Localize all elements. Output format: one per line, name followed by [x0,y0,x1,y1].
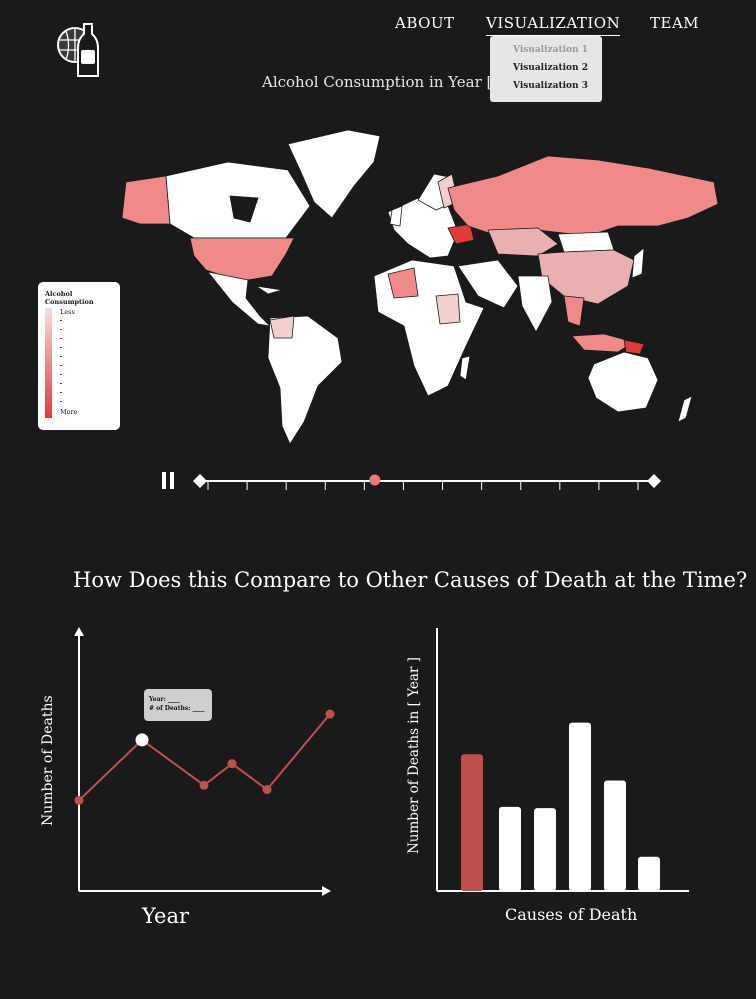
slider-start-handle[interactable] [193,474,207,488]
legend-tick [60,401,62,402]
dropdown-item-3[interactable]: Visualization 3 [513,81,588,91]
map-india [517,275,553,333]
map-russia [447,155,719,237]
x-axis-arrow-icon [322,886,331,896]
map-south-america [267,315,343,445]
legend-tick [60,338,62,339]
bar-chart-ylabel: Number of Deaths in [ Year ] [406,657,422,854]
line-point[interactable] [74,795,84,805]
map-kazakhstan [487,227,559,257]
slider-end-handle[interactable] [647,474,661,488]
map-legend: Alcohol Consumption Less More [38,282,120,430]
line-series [78,713,331,802]
y-axis-arrow-icon [74,627,84,636]
dropdown-item-1[interactable]: Visualization 1 [513,45,588,55]
map-madagascar [459,355,471,381]
nav-about[interactable]: ABOUT [395,14,455,32]
line-point[interactable] [262,785,272,795]
comparison-title: How Does this Compare to Other Causes of… [73,568,748,592]
legend-tick [60,356,62,357]
map-japan [631,247,645,279]
pause-icon[interactable] [162,472,174,489]
tooltip-year: Year: ____ [149,696,180,703]
map-mongolia [557,231,615,253]
map-china [537,249,635,305]
nav-visualization[interactable]: VISUALIZATION [486,14,621,36]
line-chart [74,627,335,896]
legend-less-label: Less [60,308,75,316]
legend-title: Alcohol Consumption [45,290,94,306]
bar-6[interactable] [638,856,660,891]
bar-5[interactable] [604,780,626,891]
line-point[interactable] [227,759,237,769]
line-chart-xlabel: Year [142,904,190,928]
legend-tick [60,329,62,330]
map-greenland [287,129,381,219]
line-chart-tooltip: Year: ____ # of Deaths: ____ [144,689,212,721]
legend-tick [60,347,62,348]
map-algeria [387,267,419,299]
legend-tick [60,392,62,393]
line-chart-ylabel: Number of Deaths [40,695,56,826]
map-colombia [269,315,295,339]
bar-2[interactable] [499,806,521,891]
globe-bottle-logo[interactable] [54,20,104,82]
map-ukraine [447,223,475,245]
nav-team[interactable]: TEAM [650,14,700,32]
dropdown-item-2[interactable]: Visualization 2 [513,63,588,73]
map-mexico [207,271,272,327]
map-uk [389,205,403,227]
line-point[interactable] [325,709,335,719]
bar-1[interactable] [461,754,483,891]
map-middle-east [457,259,519,309]
line-point-highlighted[interactable] [135,733,149,747]
bar-3[interactable] [534,808,556,891]
map-usa [189,237,295,281]
map-sudan [435,293,461,325]
slider-thumb[interactable] [369,474,381,486]
bar-4[interactable] [569,722,591,891]
bar-chart [436,628,689,892]
visualization-dropdown: Visualization 1 Visualization 2 Visualiz… [490,36,602,102]
legend-tick [60,383,62,384]
map-southeast-asia [563,295,585,327]
map-australia [587,351,659,413]
line-point[interactable] [199,780,209,790]
legend-more-label: More [60,408,78,416]
legend-tick [60,365,62,366]
map-papua [623,339,645,355]
year-slider[interactable] [156,468,666,496]
legend-tick [60,320,62,321]
map-alaska [121,175,171,225]
legend-gradient [45,308,52,418]
legend-tick [60,374,62,375]
map-title: Alcohol Consumption in Year [2019] [262,73,537,91]
map-new-zealand [677,395,693,423]
world-map[interactable] [118,126,724,450]
bar-chart-xlabel: Causes of Death [505,905,638,924]
tooltip-deaths: # of Deaths: ____ [149,705,205,712]
